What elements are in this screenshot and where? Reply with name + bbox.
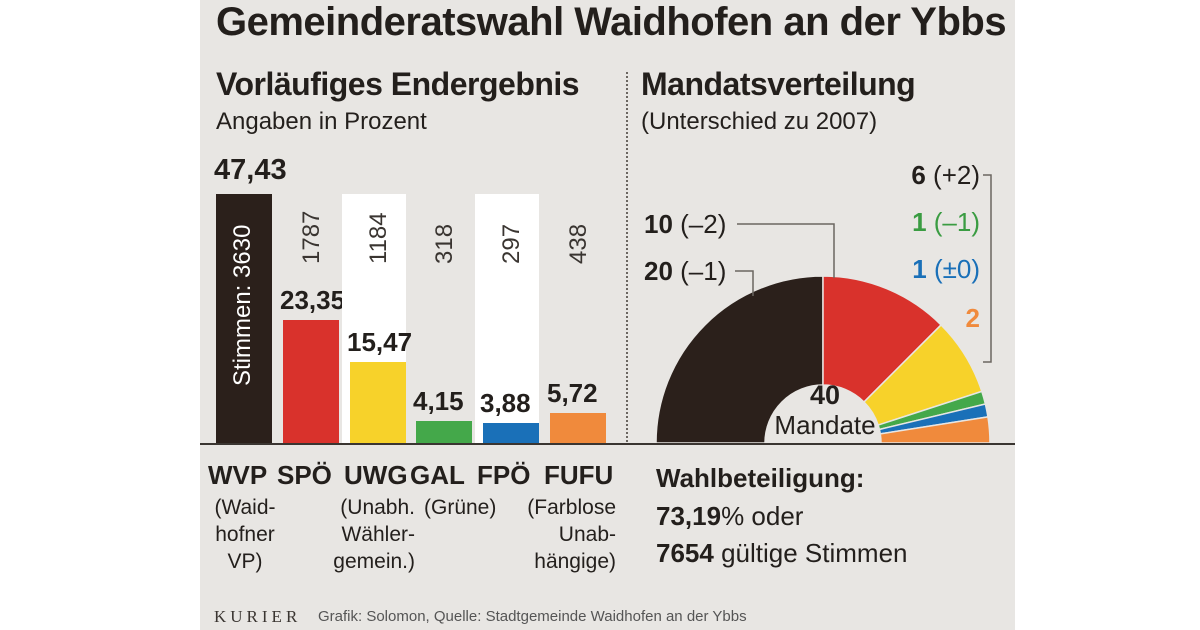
seats-subheading: (Unterschied zu 2007): [641, 108, 878, 135]
bracket-line: [983, 174, 992, 363]
chart-baseline: [200, 443, 1015, 445]
seats-total-label: Mandate: [774, 410, 876, 440]
turnout-votes-line: 7654 gültige Stimmen: [656, 538, 908, 569]
seat-change: (–1): [673, 256, 726, 286]
bar: [216, 194, 272, 443]
turnout-heading: Wahlbeteiligung:: [656, 463, 865, 493]
bar: [550, 413, 606, 443]
bar-value-label: 3,88: [480, 388, 531, 418]
seat-label: 20 (–1): [644, 256, 726, 286]
bar-background: [475, 194, 539, 443]
seats-heading: Mandatsverteilung: [641, 66, 916, 102]
party-description-line: VP): [227, 550, 263, 573]
bar-value-label: 4,15: [413, 386, 464, 416]
turnout-votes: 7654: [656, 538, 714, 568]
source-credit: Grafik: Solomon, Quelle: Stadtgemeinde W…: [318, 608, 747, 625]
seat-count: 1: [912, 254, 926, 284]
party-name: FUFU: [544, 460, 614, 490]
party-description: (Waid-hofner VP): [205, 494, 285, 575]
bar-value-label: 5,72: [547, 378, 598, 408]
seat-label: 6 (+2): [911, 160, 980, 190]
party-description-line: (Waid-: [214, 496, 276, 519]
section-divider: [626, 72, 628, 442]
leader-line: [737, 223, 835, 278]
party-description: (Grüne): [424, 494, 504, 521]
party-name: WVP: [208, 460, 268, 490]
seat-count: 2: [966, 303, 980, 333]
turnout-votes-suffix: gültige Stimmen: [713, 538, 908, 568]
party-description-line: Wähler-: [341, 523, 415, 546]
seat-change: (+2): [926, 160, 980, 190]
party-name: GAL: [410, 460, 465, 490]
seat-count: 1: [912, 207, 926, 237]
results-heading: Vorläufiges Endergebnis: [216, 66, 580, 102]
results-subheading: Angaben in Prozent: [216, 108, 427, 135]
donut-center: [765, 385, 881, 443]
seat-count: 10: [644, 209, 673, 239]
bar-value-label: 23,35: [280, 285, 346, 315]
bar-value-label: 15,47: [347, 327, 413, 357]
kurier-logo: KURIER: [214, 607, 302, 626]
bar: [483, 423, 539, 443]
party-description-line: (Unabh.: [340, 496, 415, 519]
turnout-percent-suffix: % oder: [721, 501, 804, 531]
party-name: SPÖ: [277, 460, 332, 490]
party-name: UWG: [344, 460, 408, 490]
seat-change: (–1): [927, 207, 980, 237]
seat-count: 6: [911, 160, 925, 190]
bar: [283, 320, 339, 443]
party-description: (Farblose Unab-hängige): [520, 494, 616, 575]
seats-total-number: 40: [809, 380, 841, 410]
seat-label: 2: [966, 303, 980, 333]
seat-count: 20: [644, 256, 673, 286]
party-description-line: hofner: [215, 523, 275, 546]
bar-value-label: 47,43: [214, 154, 287, 186]
turnout-percent: 73,19: [656, 501, 722, 531]
party-name: FPÖ: [477, 460, 531, 490]
party-description: (Unabh. Wähler-gemein.): [330, 494, 415, 575]
turnout-percent-line: 73,19% oder: [656, 501, 803, 532]
bar: [350, 362, 406, 443]
seat-change: (–2): [673, 209, 726, 239]
party-description-line: gemein.): [333, 550, 415, 573]
party-description-line: (Grüne): [424, 496, 497, 519]
party-description-line: Unab-: [558, 523, 616, 546]
seat-label: 1 (–1): [912, 207, 980, 237]
leader-line: [735, 270, 754, 296]
seat-label: 1 (±0): [912, 254, 980, 284]
party-description-line: hängige): [534, 550, 616, 573]
seat-label: 10 (–2): [644, 209, 726, 239]
graphic-title: Gemeinderatswahl Waidhofen an der Ybbs: [216, 0, 1007, 44]
party-description-line: (Farblose: [527, 496, 616, 519]
seat-change: (±0): [927, 254, 980, 284]
bar: [416, 421, 472, 443]
